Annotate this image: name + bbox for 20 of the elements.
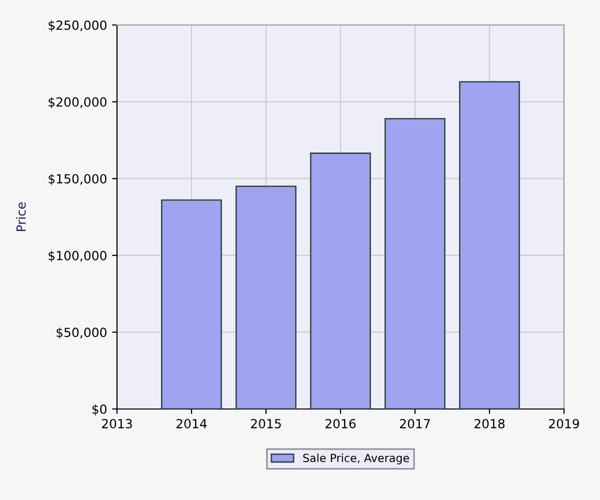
x-tick-label: 2016 (326, 418, 356, 428)
y-tick-label: $50,000 (56, 327, 106, 339)
y-axis-title: Price (16, 202, 26, 232)
x-tick-label: 2014 (176, 418, 207, 428)
y-tick-label: $250,000 (48, 20, 106, 32)
legend-label: Sale Price, Average (303, 454, 410, 464)
bar (459, 81, 520, 409)
x-tick-label: 2018 (474, 418, 505, 428)
x-tick-label: 2015 (251, 418, 281, 428)
x-tick-label: 2019 (549, 418, 580, 428)
y-tick-label: $0 (92, 404, 106, 416)
x-tick-label: 2017 (400, 418, 430, 428)
y-tick-label: $150,000 (48, 174, 106, 186)
y-tick-label: $100,000 (48, 250, 106, 262)
y-tick-label: $200,000 (48, 97, 106, 108)
bar (236, 186, 296, 409)
bar (161, 199, 222, 409)
bar (310, 152, 371, 409)
x-tick-label: 2013 (102, 418, 132, 428)
bar (384, 118, 446, 409)
